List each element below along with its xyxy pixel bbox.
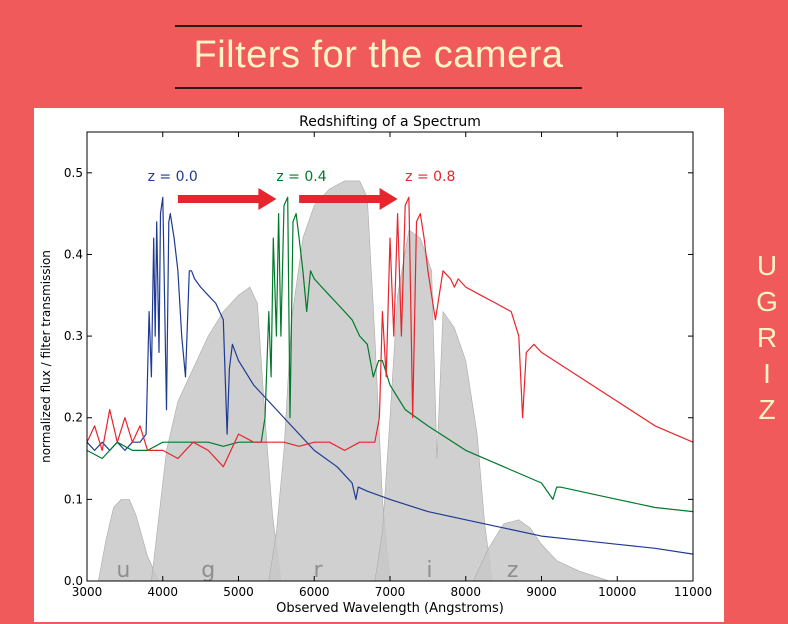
title-rule-bottom [175,87,582,89]
band-letter-r: R [756,322,778,353]
band-letter-z: Z [758,394,776,425]
band-letter-g: G [756,286,778,317]
x-tick-label-4: 7000 [375,585,406,599]
x-tick-label-1: 4000 [147,585,178,599]
chart-title: Redshifting of a Spectrum [299,114,481,130]
filter-band-i [374,229,493,582]
x-tick-label-6: 9000 [526,585,557,599]
slide-title: Filters for the camera [193,34,564,76]
y-tick-label-5: 0.5 [64,166,83,180]
y-tick-label-1: 0.1 [64,492,83,506]
x-tick-label-3: 6000 [299,585,330,599]
annotation-label-0: z = 0.0 [148,169,198,185]
redshift-arrow-head-1 [379,187,398,210]
band-letter-i: I [763,358,771,389]
spectrum-line-0 [86,196,694,555]
filter-label-u: u [116,558,130,583]
x-tick-label-8: 11000 [674,585,712,599]
filter-label-g: g [201,558,215,583]
x-axis-label: Observed Wavelength (Angstroms) [276,601,504,616]
band-letter-u: U [756,250,778,281]
filter-band-g [151,286,282,582]
filter-band-r [268,180,391,582]
x-tick-label-2: 5000 [223,585,254,599]
filter-label-z: z [507,558,519,583]
x-tick-label-0: 3000 [72,585,103,599]
y-tick-label-2: 0.2 [64,411,83,425]
y-axis-label: normalized flux / filter transmission [39,250,53,463]
redshift-arrow-head-0 [258,187,277,210]
annotation-label-2: z = 0.8 [405,169,455,185]
y-tick-label-3: 0.3 [64,329,83,343]
filter-label-i: i [426,558,432,583]
title-rule-top [175,25,582,27]
filter-label-r: r [314,558,324,583]
x-tick-label-7: 10000 [598,585,636,599]
y-tick-label-4: 0.4 [64,247,83,261]
annotation-label-1: z = 0.4 [276,169,326,185]
spectrum-line-1 [86,196,694,513]
filter-band-z [472,519,610,582]
filter-band-letters: U G R I Z [752,248,782,428]
x-tick-label-5: 8000 [450,585,481,599]
chart-panel: u g r i z z = 0.0 z = 0.4 z = 0.8 3000 4000 5000 60… [34,108,724,622]
redshift-chart: u g r i z z = 0.0 z = 0.4 z = 0.8 3000 4000 5000 60… [39,114,712,616]
y-tick-label-0: 0.0 [64,574,83,588]
spectrum-line-2 [86,196,694,468]
